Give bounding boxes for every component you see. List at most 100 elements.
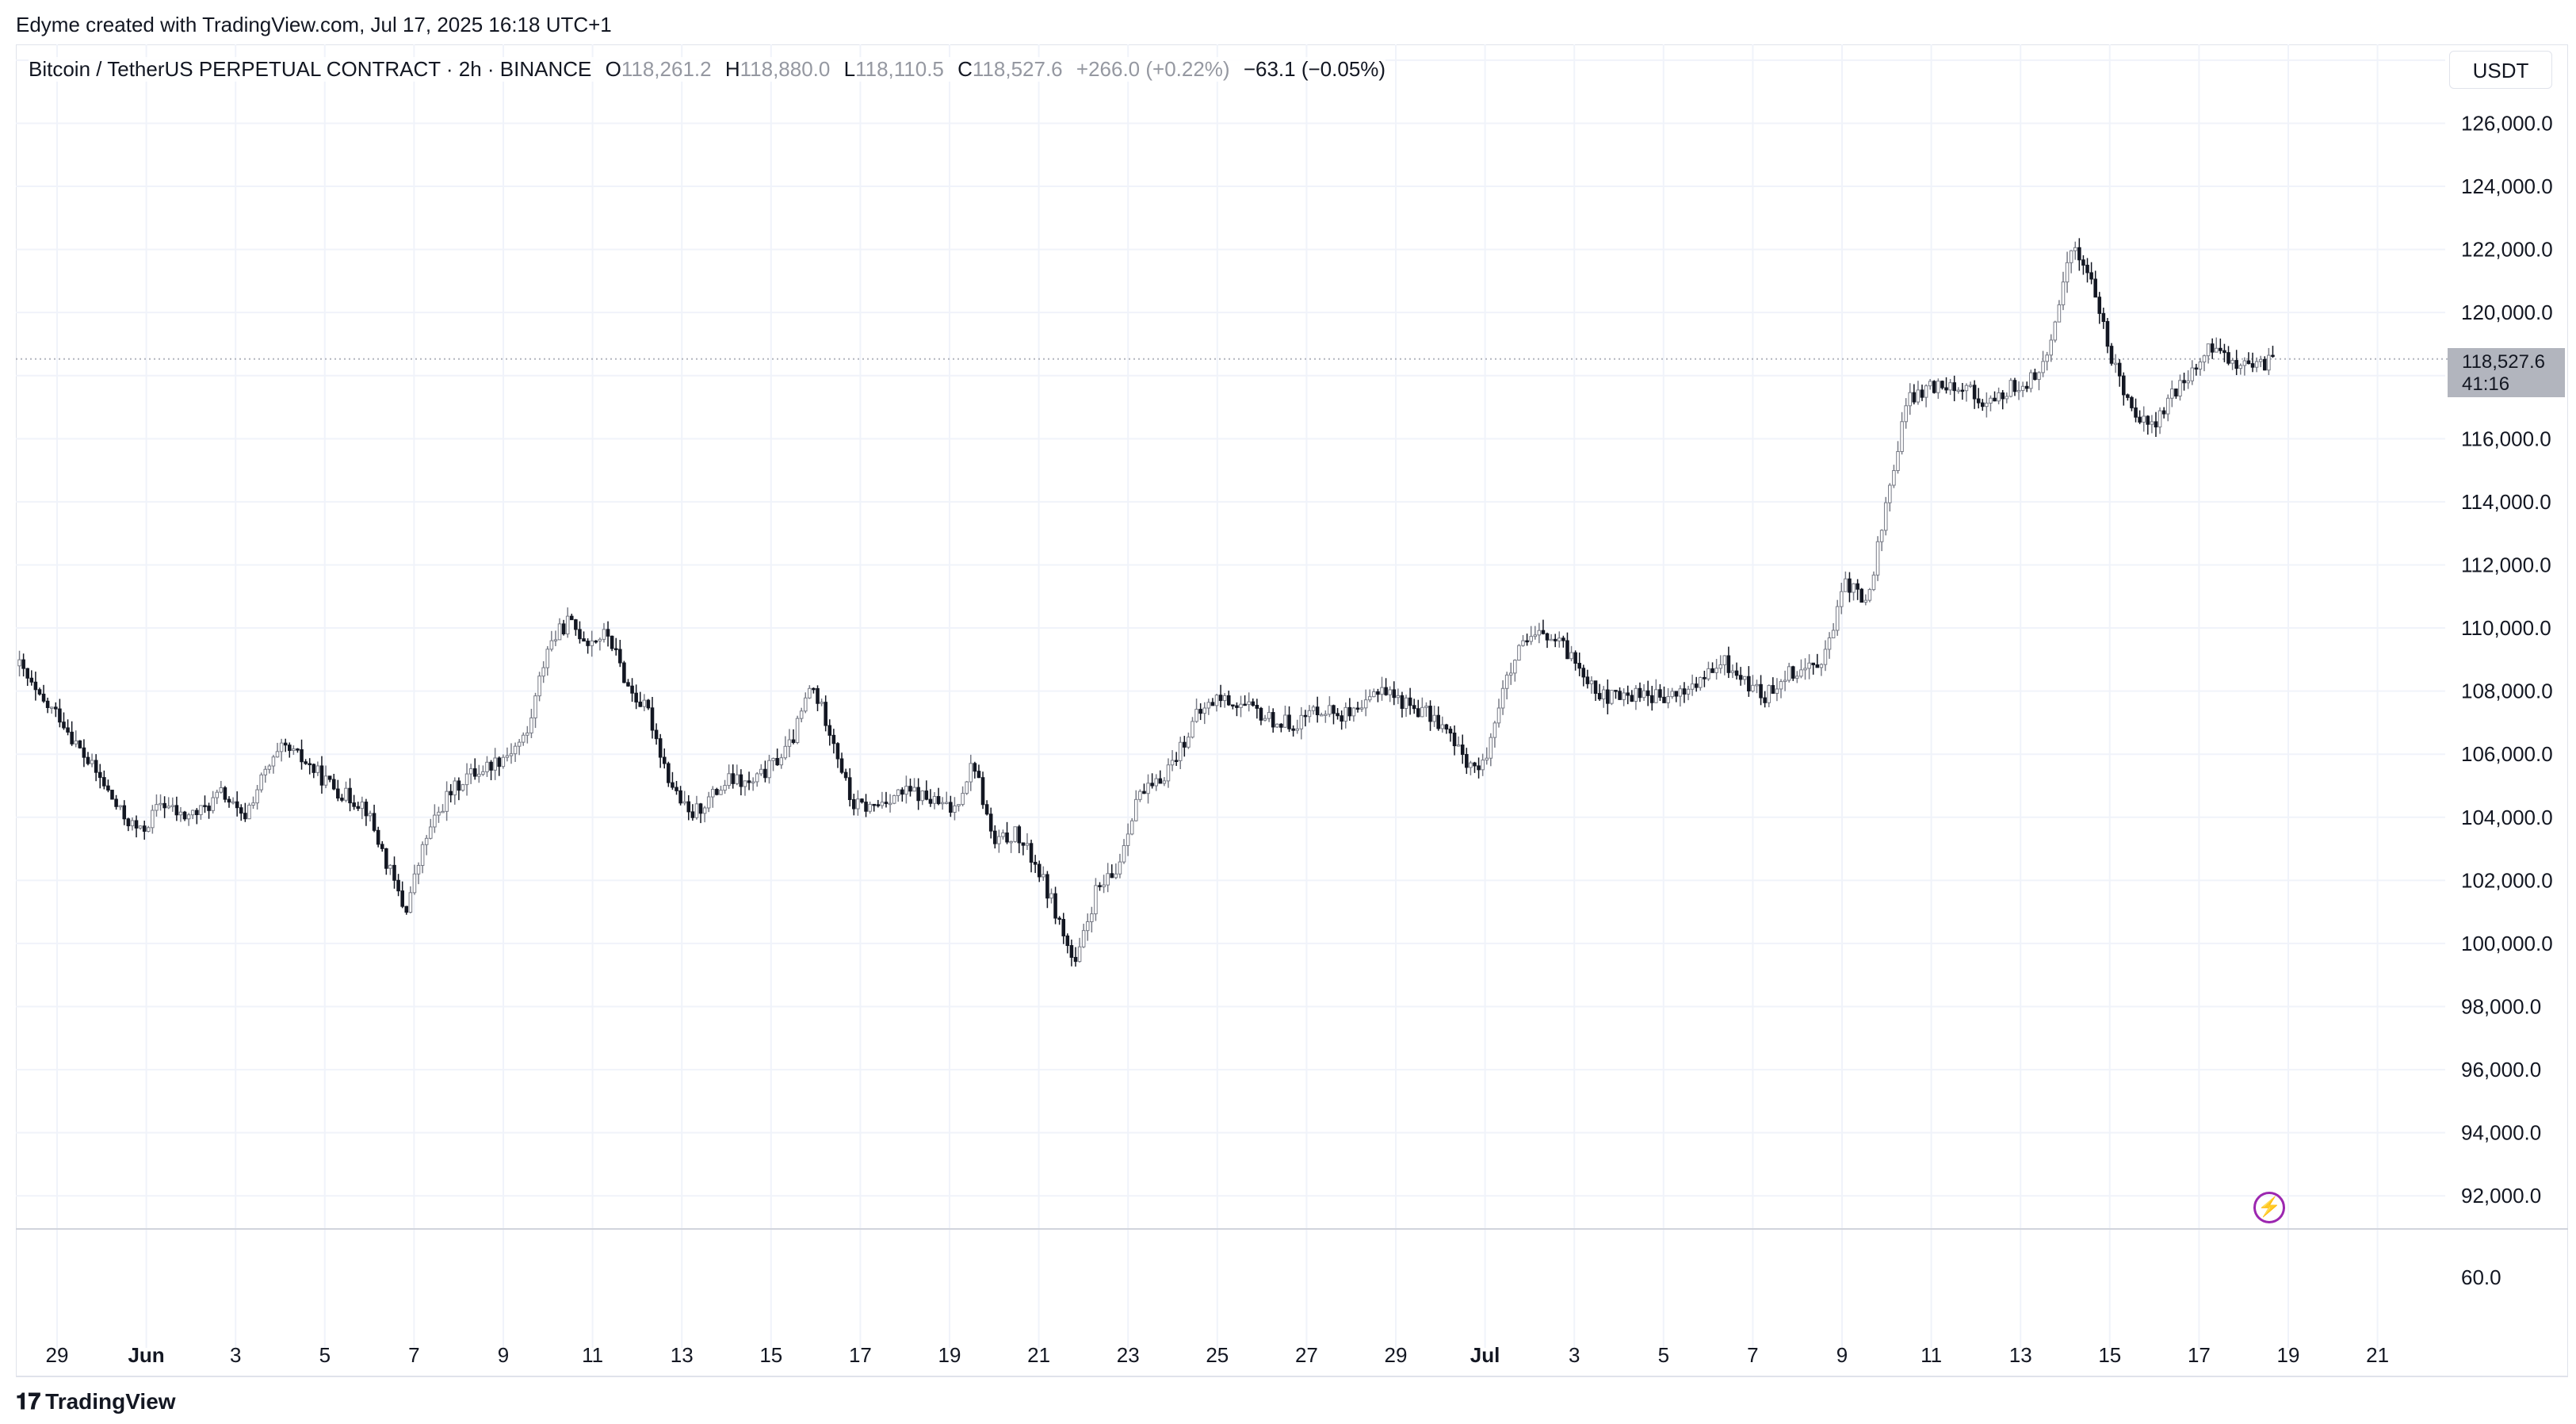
candle-body: [1703, 676, 1707, 679]
candle-body: [2219, 347, 2222, 351]
candle-body: [37, 689, 42, 695]
candle-body: [1904, 405, 1908, 423]
candle-body: [533, 695, 537, 718]
candle-body: [1730, 670, 1735, 673]
candle-body: [678, 790, 682, 804]
candle-body: [553, 639, 558, 641]
candle-body: [1936, 381, 1940, 393]
candle-body: [110, 790, 114, 800]
currency-selector[interactable]: USDT: [2449, 51, 2552, 89]
candle-body: [323, 775, 328, 786]
candle-body: [1363, 699, 1368, 709]
candle-body: [763, 768, 767, 779]
candle-body: [1150, 783, 1154, 787]
candle-body: [2037, 372, 2041, 381]
candle-body: [513, 745, 518, 755]
candle-body: [1408, 697, 1412, 706]
candle-body: [251, 802, 255, 806]
candle-body: [1271, 712, 1275, 728]
symbol-legend[interactable]: Bitcoin / TetherUS PERPETUAL CONTRACT · …: [29, 57, 1386, 82]
candle-body: [468, 768, 473, 775]
candle-body: [944, 802, 949, 804]
candle-body: [97, 771, 102, 779]
candle-body: [2016, 389, 2021, 392]
candle-body: [380, 844, 384, 849]
candle-body: [1622, 692, 1626, 700]
candle-body: [283, 742, 288, 746]
candle-body: [613, 648, 618, 651]
candle-body: [1718, 664, 1722, 669]
y-tick-label: 92,000.0: [2461, 1184, 2541, 1208]
candle-body: [2109, 346, 2114, 364]
tradingview-logo[interactable]: 𝟏𝟕 TradingView: [16, 1389, 176, 1415]
candle-body: [102, 777, 106, 787]
x-tick-label: 23: [1117, 1343, 1140, 1367]
candle-body: [1142, 790, 1146, 794]
candle-body: [1699, 676, 1703, 688]
candle-body: [698, 803, 703, 814]
candle-body: [340, 798, 344, 801]
candle-body: [1521, 640, 1525, 646]
candle-body: [1513, 660, 1517, 674]
candle-body: [2230, 360, 2234, 364]
candle-body: [2210, 343, 2215, 353]
candle-body: [1964, 385, 1969, 392]
candle-body: [1436, 714, 1440, 729]
candle-body: [606, 629, 610, 637]
candle-body: [827, 725, 832, 736]
candle-body: [2041, 361, 2045, 373]
candle-body: [1033, 862, 1038, 865]
candle-body: [1239, 703, 1243, 708]
candle-body: [892, 794, 896, 804]
candle-body: [1178, 741, 1183, 761]
candle-body: [267, 765, 272, 770]
candle-body: [2198, 362, 2203, 370]
candle-body: [2117, 362, 2122, 377]
candle-body: [1900, 421, 1904, 453]
candle-body: [1114, 873, 1118, 879]
y-tick-label: 94,000.0: [2461, 1121, 2541, 1145]
candle-body: [1924, 385, 1928, 398]
candle-body: [2097, 297, 2102, 314]
candle-body: [223, 787, 227, 800]
candle-body: [1412, 705, 1416, 710]
x-tick-label: 17: [849, 1343, 872, 1367]
candle-body: [965, 781, 969, 794]
candle-body: [17, 659, 21, 667]
candle-body: [271, 756, 276, 767]
last-price-value: 118,527.6: [2462, 350, 2545, 373]
candle-body: [1569, 652, 1573, 660]
candle-body: [2222, 350, 2226, 354]
candle-body: [1045, 874, 1049, 899]
candle-body: [170, 805, 175, 807]
candle-body: [1666, 696, 1670, 703]
candle-body: [1473, 762, 1477, 767]
candle-body: [1997, 392, 2001, 402]
candle-body: [1496, 707, 1501, 724]
candle-body: [1835, 606, 1840, 631]
candle-body: [658, 738, 663, 758]
candle-body: [327, 775, 332, 780]
candle-body: [311, 764, 316, 773]
candle-body: [315, 765, 320, 773]
candle-body: [1263, 718, 1267, 721]
candle-body: [2238, 365, 2243, 369]
candle-body: [1956, 389, 1961, 392]
candle-body: [138, 825, 143, 829]
candle-body: [977, 771, 981, 779]
candle-body: [319, 765, 324, 786]
candle-body: [570, 615, 574, 621]
candle-body: [1194, 709, 1198, 722]
candle-body: [147, 827, 151, 833]
y-tick-label: 124,000.0: [2461, 174, 2553, 198]
candle-body: [1049, 893, 1053, 899]
lightning-icon[interactable]: ⚡: [2253, 1192, 2285, 1223]
candle-body: [2178, 380, 2182, 397]
candle-body: [126, 818, 131, 827]
candle-body: [78, 740, 82, 748]
y-tick-label: 106,000.0: [2461, 742, 2553, 766]
candle-body: [477, 773, 481, 777]
candle-body: [719, 790, 723, 795]
candle-body: [747, 780, 751, 783]
